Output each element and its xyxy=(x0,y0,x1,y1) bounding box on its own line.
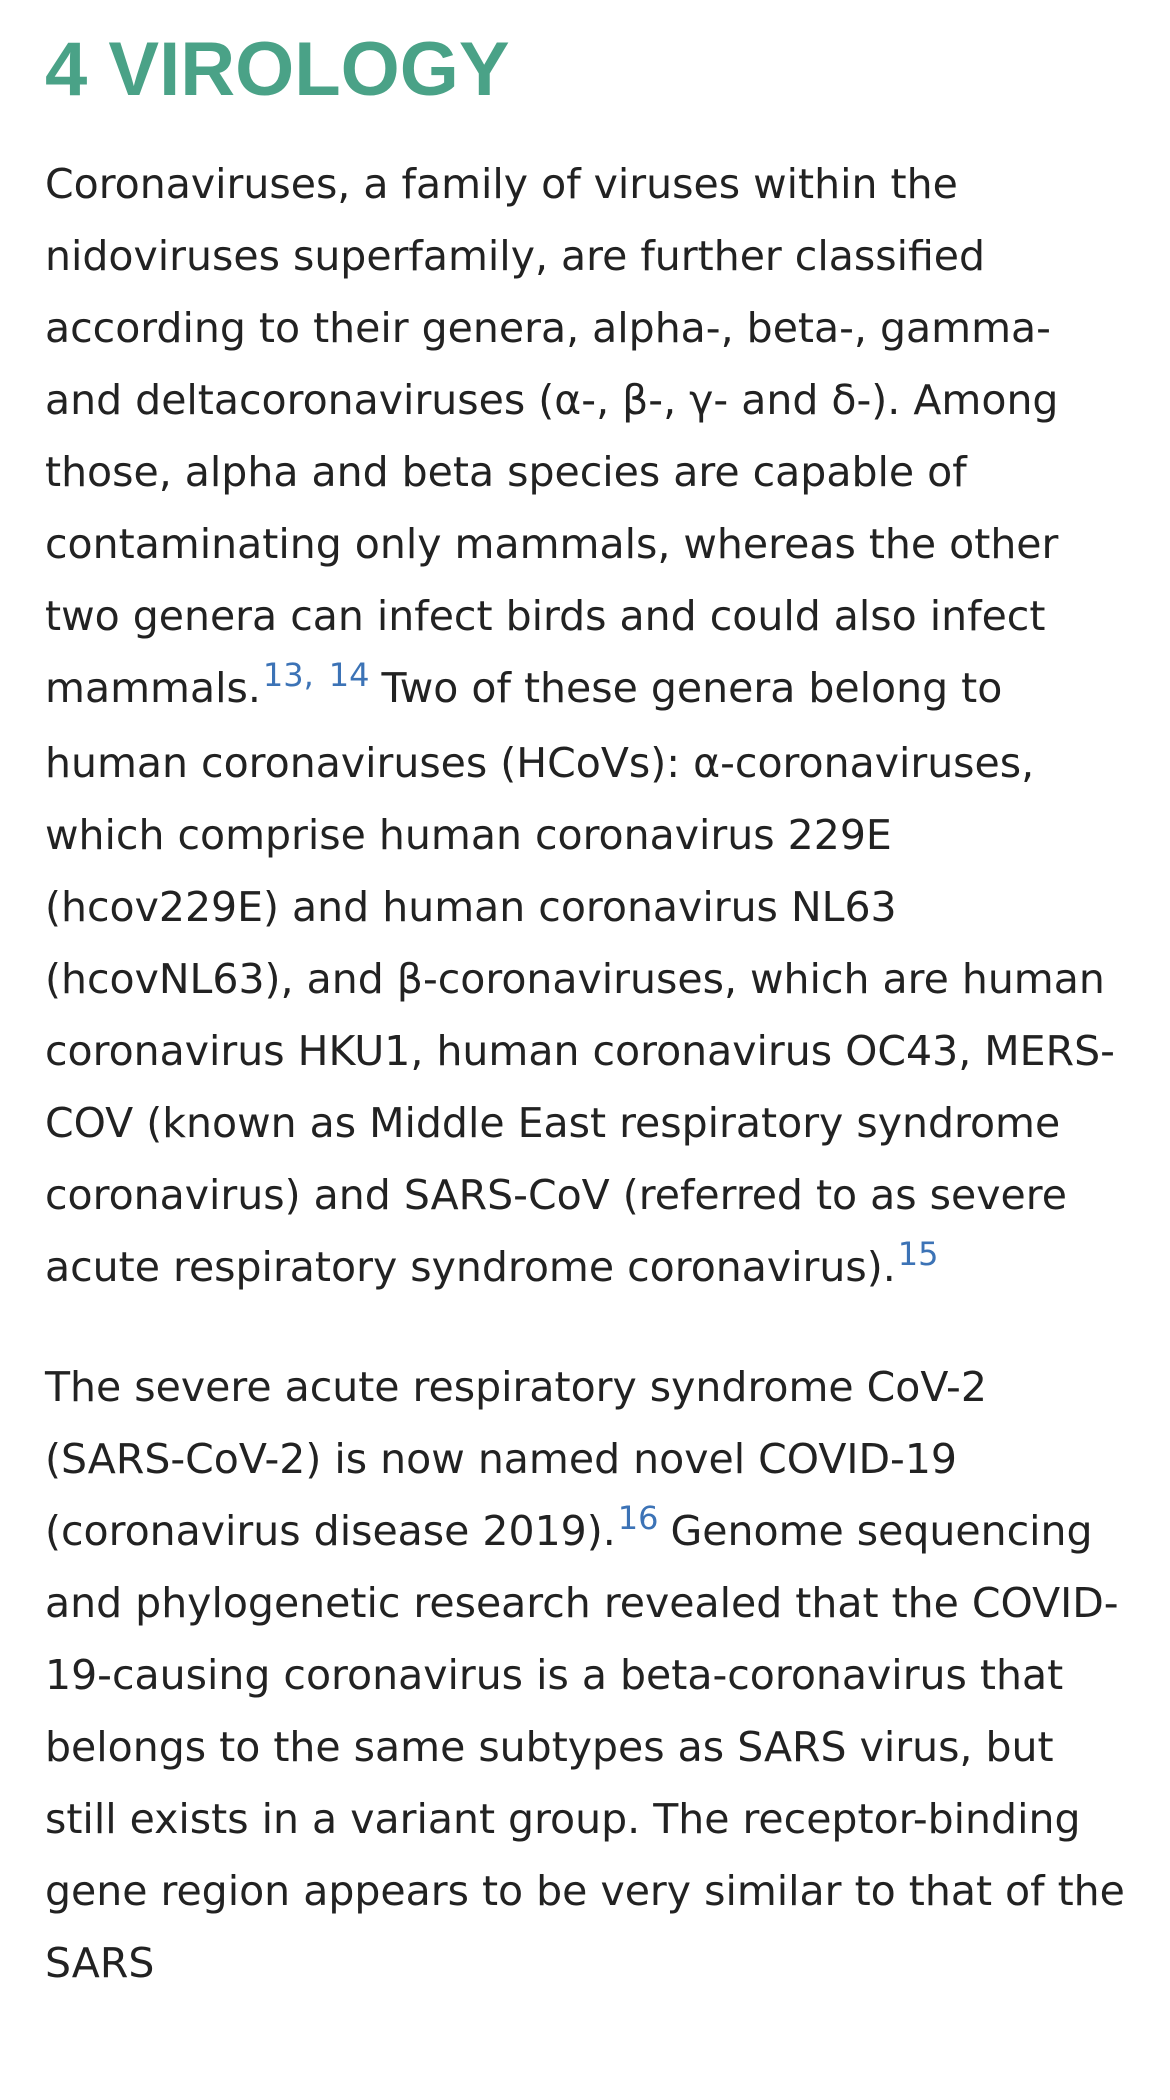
paragraph-text: Genome sequencing and phylogenetic resea… xyxy=(45,1507,1125,1987)
article-content: 4 VIROLOGY Coronaviruses, a family of vi… xyxy=(45,0,1135,1999)
citation-link-13[interactable]: 13 xyxy=(262,656,304,694)
paragraph: Coronaviruses, a family of viruses withi… xyxy=(45,148,1135,1303)
paragraph-text: The severe acute respiratory syndrome Co… xyxy=(45,1363,987,1555)
citation-link-14[interactable]: 14 xyxy=(328,656,370,694)
citation-link-15[interactable]: 15 xyxy=(897,1235,939,1273)
citation-separator: , xyxy=(303,656,314,694)
citation-link-16[interactable]: 16 xyxy=(617,1499,659,1537)
paragraph: The severe acute respiratory syndrome Co… xyxy=(45,1351,1135,1999)
paragraph-text: Coronaviruses, a family of viruses withi… xyxy=(45,160,1059,712)
paragraph-text: Two of these genera belong to human coro… xyxy=(45,664,1115,1291)
section-title: 4 VIROLOGY xyxy=(45,27,510,112)
